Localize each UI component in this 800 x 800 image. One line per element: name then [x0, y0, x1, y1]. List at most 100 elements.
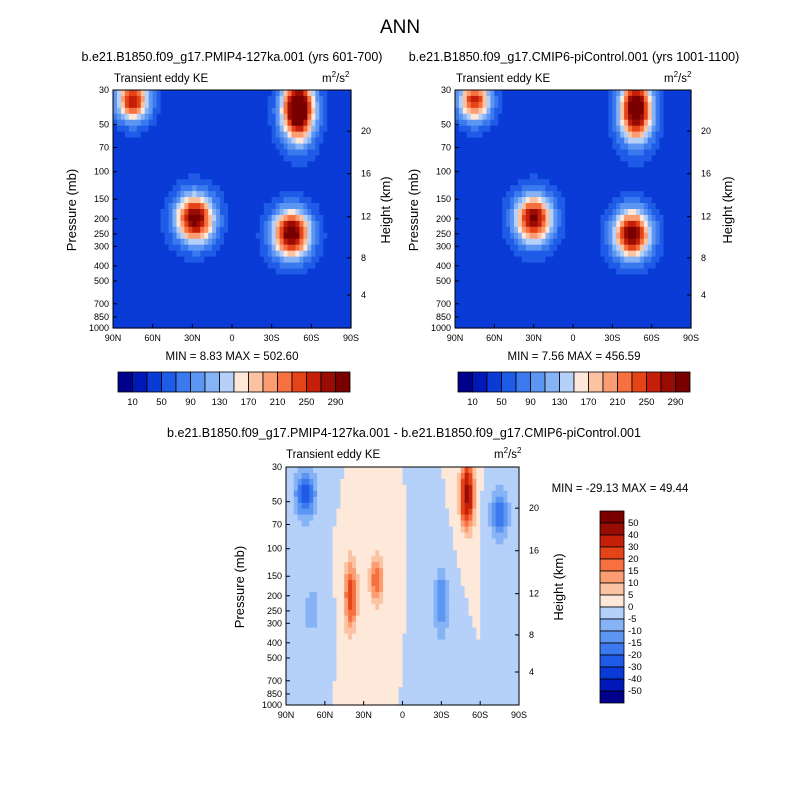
contour-cell — [533, 268, 539, 276]
contour-cell — [624, 232, 629, 240]
contour-cell — [271, 90, 277, 97]
contour-cell — [208, 250, 213, 258]
contour-cell — [184, 90, 189, 97]
contour-cell — [343, 292, 348, 299]
contour-cell — [164, 214, 170, 222]
contour-cell — [549, 256, 554, 264]
contour-cell — [323, 316, 328, 323]
contour-cell — [116, 155, 122, 162]
y-tick-label: 500 — [436, 276, 451, 286]
contour-cell — [204, 256, 209, 264]
contour-cell — [663, 244, 668, 252]
contour-cell — [295, 119, 301, 127]
contour-cell — [521, 137, 527, 145]
contour-cell — [580, 125, 586, 133]
contour-cell — [458, 250, 464, 258]
contour-cell — [196, 226, 201, 234]
contour-cell — [251, 185, 257, 192]
contour-cell — [687, 209, 692, 216]
contour-cell — [596, 280, 602, 287]
contour-cell — [502, 125, 507, 133]
contour-cell — [200, 280, 205, 287]
contour-cell — [136, 316, 142, 323]
contour-cell — [327, 137, 332, 145]
contour-cell — [156, 95, 162, 103]
contour-cell — [576, 256, 582, 264]
contour-cell — [565, 131, 570, 139]
contour-cell — [675, 197, 680, 204]
contour-cell — [335, 250, 340, 258]
contour-cell — [482, 173, 488, 180]
contour-cell — [458, 226, 464, 234]
contour-cell — [667, 220, 672, 228]
contour-cell — [323, 90, 328, 97]
contour-cell — [232, 131, 237, 139]
contour-cell — [319, 179, 324, 186]
contour-cell — [616, 286, 621, 293]
contour-cell — [247, 274, 253, 281]
contour-cell — [299, 322, 304, 329]
contour-cell — [624, 161, 629, 168]
contour-cell — [541, 292, 547, 299]
contour-cell — [180, 292, 185, 299]
contour-cell — [184, 179, 189, 186]
contour-cell — [327, 179, 332, 186]
contour-cell — [331, 155, 336, 162]
contour-cell — [612, 113, 617, 121]
contour-cell — [541, 197, 547, 204]
contour-cell — [275, 298, 281, 305]
contour-cell — [494, 131, 499, 139]
contour-cell — [232, 161, 237, 168]
contour-cell — [124, 220, 130, 228]
contour-cell — [663, 143, 668, 151]
contour-cell — [612, 101, 617, 109]
contour-cell — [506, 322, 511, 329]
contour-cell — [510, 292, 515, 299]
contour-cell — [533, 137, 539, 145]
contour-cell — [307, 262, 312, 270]
contour-cell — [466, 131, 472, 139]
y-tick-label: 500 — [94, 276, 109, 286]
contour-cell — [132, 119, 138, 127]
contour-cell — [220, 113, 225, 121]
contour-cell — [180, 119, 185, 127]
contour-cell — [525, 322, 531, 329]
contour-cell — [474, 149, 480, 157]
contour-cell — [486, 226, 491, 234]
contour-cell — [474, 220, 480, 228]
contour-cell — [289, 467, 295, 474]
contour-cell — [687, 322, 692, 329]
contour-cell — [172, 280, 178, 287]
contour-cell — [537, 304, 543, 311]
contour-cell — [612, 185, 617, 192]
contour-cell — [470, 167, 476, 174]
contour-cell — [683, 191, 688, 198]
contour-cell — [514, 250, 519, 258]
contour-cell — [220, 244, 225, 252]
contour-cell — [474, 107, 480, 115]
contour-cell — [576, 226, 582, 234]
contour-cell — [517, 155, 523, 162]
contour-cell — [343, 250, 348, 258]
contour-cell — [592, 107, 598, 115]
contour-cell — [490, 185, 495, 192]
y-tick-label: 1000 — [431, 323, 451, 333]
contour-cell — [679, 310, 684, 317]
contour-cell — [569, 250, 574, 258]
contour-cell — [235, 119, 241, 127]
contour-cell — [204, 149, 209, 157]
contour-cell — [283, 137, 289, 145]
contour-cell — [525, 226, 531, 234]
contour-cell — [339, 250, 344, 258]
contour-cell — [347, 256, 352, 264]
contour-cell — [561, 95, 566, 103]
contour-cell — [200, 179, 205, 186]
contour-cell — [295, 244, 301, 252]
contour-cell — [639, 209, 645, 216]
contour-cell — [275, 203, 281, 210]
contour-cell — [647, 274, 653, 281]
contour-cell — [510, 298, 515, 305]
contour-cell — [478, 125, 484, 133]
contour-cell — [299, 209, 304, 216]
contour-cell — [553, 197, 558, 204]
